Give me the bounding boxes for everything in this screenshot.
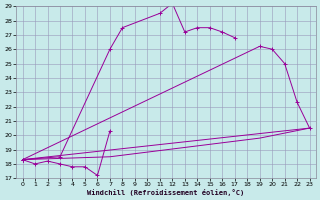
X-axis label: Windchill (Refroidissement éolien,°C): Windchill (Refroidissement éolien,°C) [87, 189, 245, 196]
